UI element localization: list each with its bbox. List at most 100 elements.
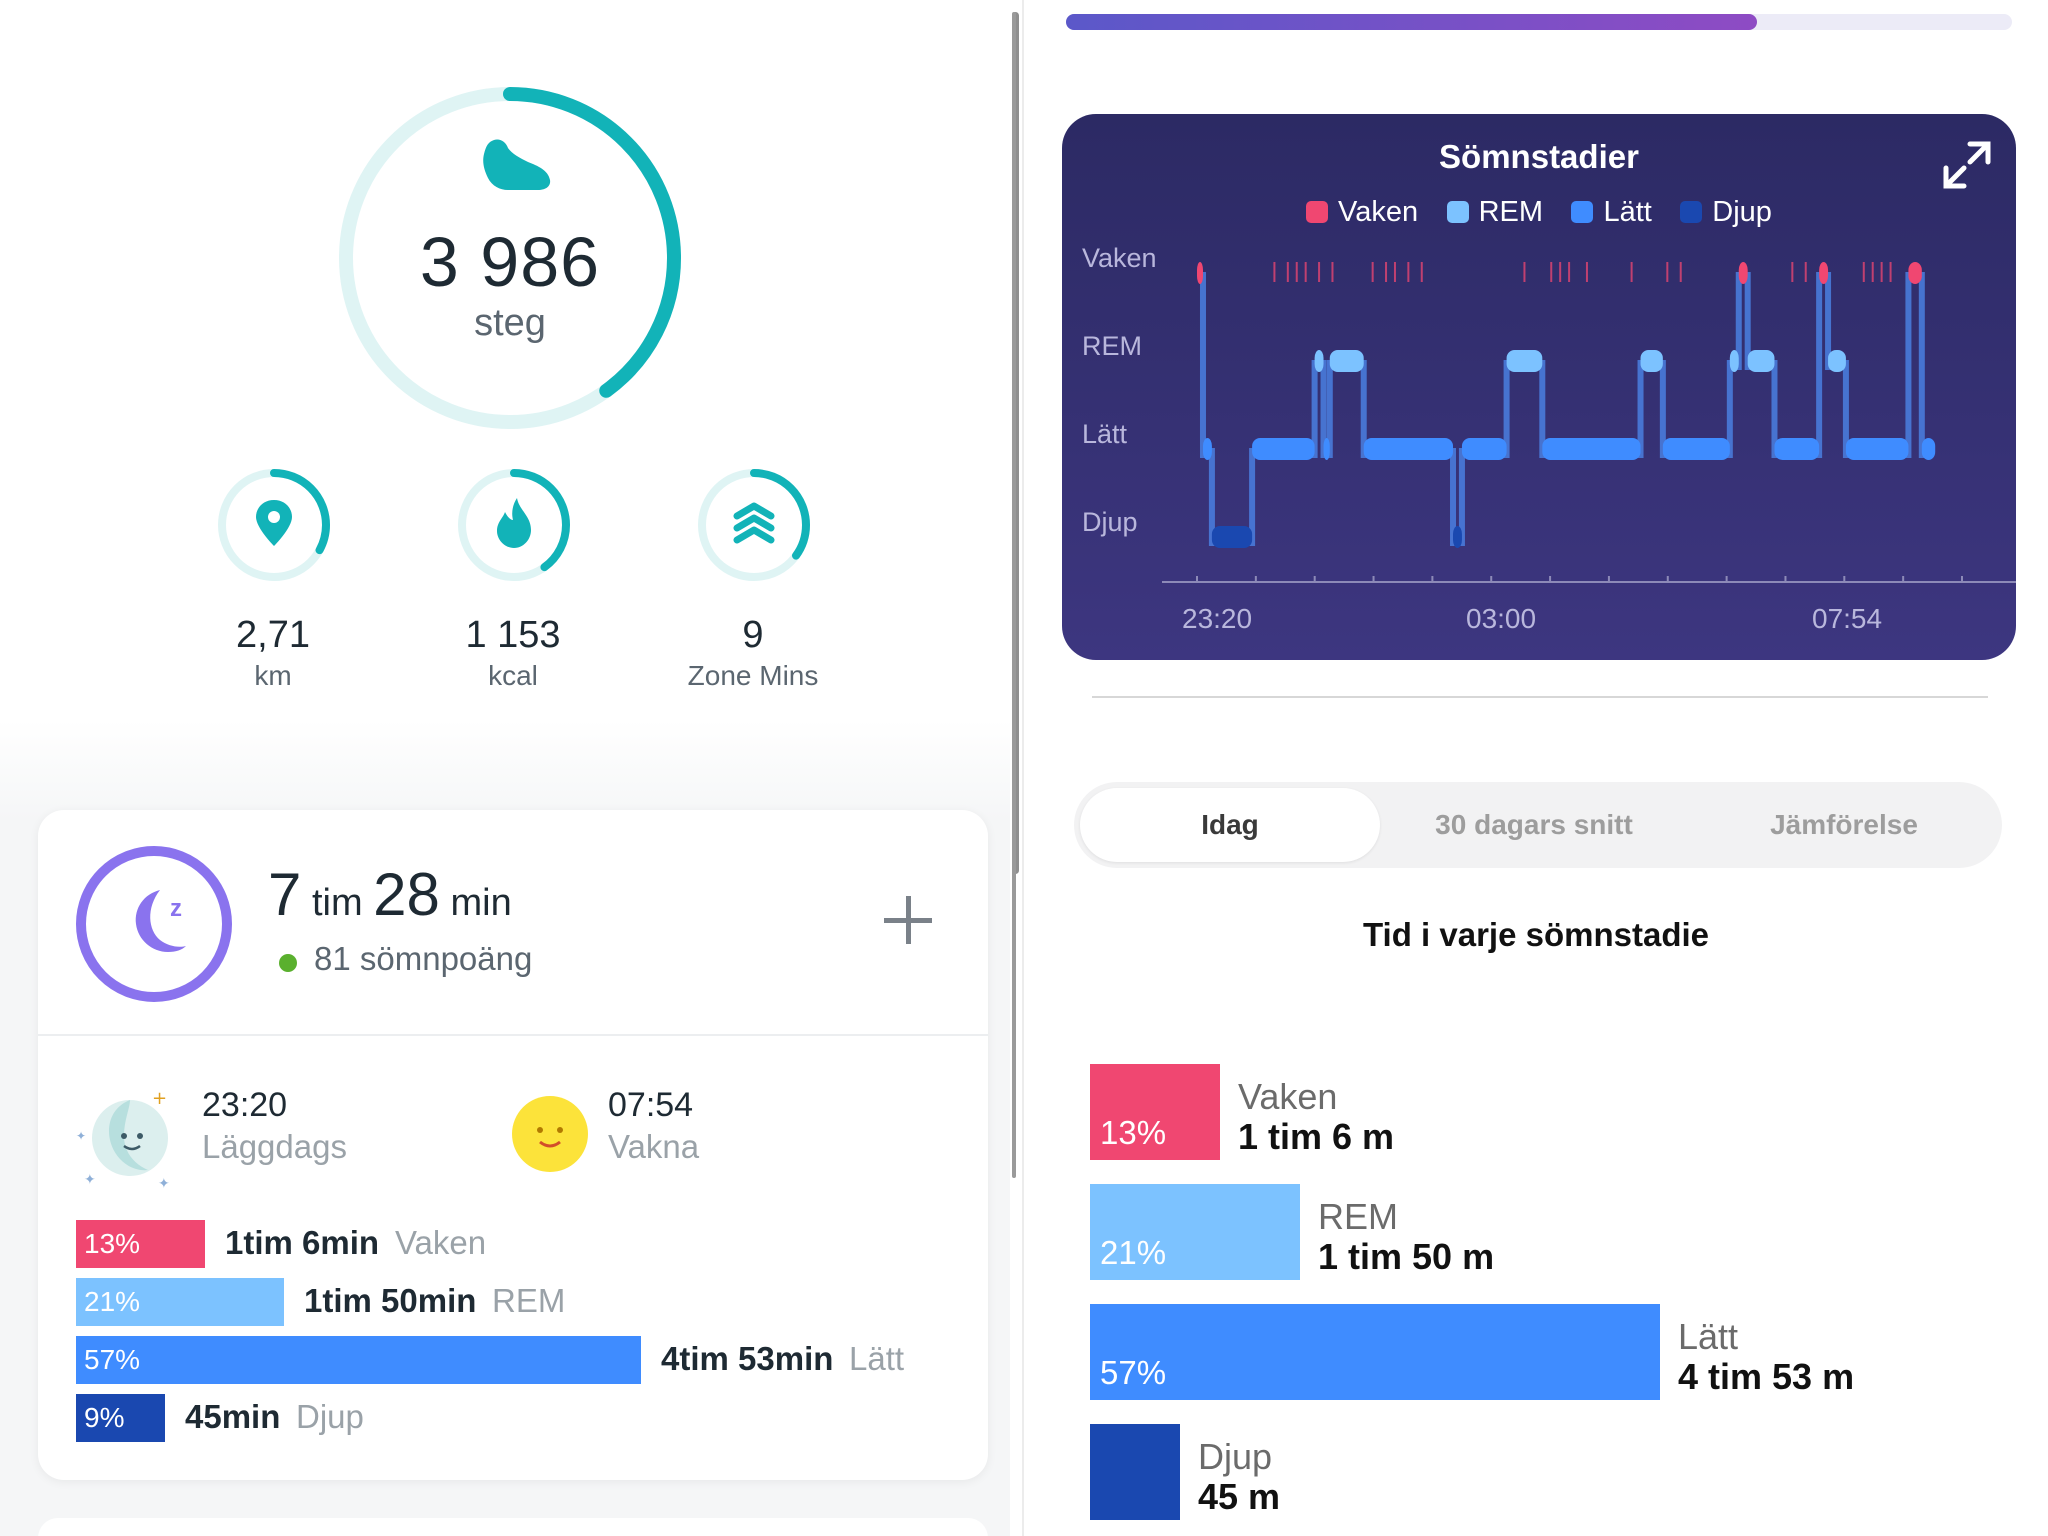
stage-transition bbox=[1249, 448, 1256, 546]
tab-idag[interactable]: Idag bbox=[1080, 788, 1380, 862]
brief-wake-mark bbox=[1791, 262, 1794, 282]
y-axis-label: Vaken bbox=[1082, 243, 1157, 273]
zone-chevrons-icon bbox=[733, 502, 775, 544]
stage-segment-vaken bbox=[1908, 262, 1922, 284]
stage-bar-rem: 21% bbox=[76, 1278, 284, 1326]
stage-segment-rem bbox=[1828, 350, 1846, 372]
distance-value: 2,71 bbox=[236, 614, 310, 656]
brief-wake-mark bbox=[1630, 262, 1633, 282]
zone-unit: Zone Mins bbox=[687, 660, 819, 691]
bedtime-label: Läggdags bbox=[202, 1128, 347, 1165]
stage-transition bbox=[1726, 360, 1733, 458]
panel-divider bbox=[1022, 0, 1024, 1536]
stage-detail-bar-vaken: 13% bbox=[1090, 1064, 1220, 1160]
stage-label-djup: Djup bbox=[296, 1398, 364, 1435]
stage-label-rem: REM bbox=[492, 1282, 566, 1319]
stage-segment-lätt bbox=[1845, 438, 1909, 460]
sun-face-icon bbox=[512, 1096, 588, 1172]
stage-transition bbox=[1918, 272, 1925, 458]
stage-detail-pct-vaken: 13% bbox=[1100, 1114, 1167, 1151]
sleep-score-dot bbox=[279, 954, 297, 972]
brief-wake-mark bbox=[1889, 262, 1892, 282]
top-progress-fill bbox=[1066, 14, 1757, 30]
tab-30-day-average[interactable]: 30 dagars snitt bbox=[1435, 809, 1633, 840]
sleep-stages-chart-card[interactable]: Vaken REM Lätt Djup 23:20 03:00 07:54 Sömnstad… bbox=[1062, 114, 2016, 660]
svg-text:✦: ✦ bbox=[76, 1129, 86, 1143]
legend-label-latt: Lätt bbox=[1603, 196, 1652, 228]
stage-detail-name-latt: Lätt bbox=[1678, 1316, 1739, 1357]
add-sleep-button[interactable] bbox=[880, 892, 936, 948]
sleep-detail-panel: Vaken REM Lätt Djup 23:20 03:00 07:54 Sömnstad… bbox=[1024, 0, 2048, 1536]
zone-value: 9 bbox=[742, 614, 764, 656]
steps-ring-graphic bbox=[339, 87, 681, 429]
sleep-score: 81 sömnpoäng bbox=[314, 940, 533, 977]
brief-wake-mark bbox=[1568, 262, 1571, 282]
y-axis-label: REM bbox=[1082, 331, 1142, 361]
location-pin-icon bbox=[256, 500, 292, 546]
stage-transition bbox=[1320, 360, 1327, 458]
x-axis-label: 07:54 bbox=[1812, 603, 1882, 634]
y-axis-label: Lätt bbox=[1082, 419, 1128, 449]
y-axis-label: Djup bbox=[1082, 507, 1138, 537]
chart-legend: Vaken REM Lätt Djup bbox=[1062, 196, 2016, 229]
stage-transition bbox=[1637, 360, 1644, 458]
stage-detail-time-latt: 4 tim 53 m bbox=[1678, 1356, 1855, 1397]
brief-wake-mark bbox=[1550, 262, 1553, 282]
stage-transition bbox=[1825, 272, 1832, 370]
tab-comparison[interactable]: Jämförelse bbox=[1770, 809, 1918, 840]
distance-ring bbox=[215, 466, 333, 584]
stage-transition bbox=[1458, 448, 1465, 546]
stage-segment-lätt bbox=[1921, 438, 1936, 460]
sleep-minutes: 28 bbox=[373, 861, 440, 928]
brief-wake-mark bbox=[1871, 262, 1874, 282]
brief-wake-mark bbox=[1273, 262, 1276, 282]
stage-transition bbox=[1771, 360, 1778, 458]
stage-duration-djup: 45min bbox=[185, 1398, 281, 1435]
brief-wake-mark bbox=[1393, 262, 1396, 282]
stage-segment-rem bbox=[1314, 350, 1324, 372]
brief-wake-mark bbox=[1295, 262, 1298, 282]
svg-text:✦: ✦ bbox=[158, 1176, 170, 1192]
stage-detail-time-rem: 1 tim 50 m bbox=[1318, 1236, 1495, 1277]
energy-ring bbox=[455, 466, 573, 584]
stage-segment-rem bbox=[1729, 350, 1739, 372]
stage-segment-djup bbox=[1211, 526, 1253, 548]
steps-ring[interactable]: 3 986 steg bbox=[330, 78, 690, 438]
legend-swatch-vaken bbox=[1306, 201, 1329, 223]
brief-wake-mark bbox=[1880, 262, 1883, 282]
sleep-duration: 7 tim 28 min bbox=[268, 860, 512, 929]
stage-detail-name-djup: Djup bbox=[1198, 1436, 1273, 1477]
stage-transition bbox=[1360, 360, 1367, 458]
stage-detail-bar-rem: 21% bbox=[1090, 1184, 1300, 1280]
brief-wake-mark bbox=[1407, 262, 1410, 282]
sleep-summary-card[interactable]: z 7 tim 28 min 81 sömnpoäng + ✦ ✦ ✦ bbox=[38, 810, 988, 1480]
right-scrollbar[interactable] bbox=[1012, 12, 1016, 1178]
brief-wake-mark bbox=[1559, 262, 1562, 282]
stage-segment-rem bbox=[1329, 350, 1364, 372]
sleep-hours: 7 bbox=[268, 861, 302, 928]
svg-text:✦: ✦ bbox=[84, 1172, 96, 1188]
stage-segment-djup bbox=[1453, 526, 1462, 548]
brief-wake-mark bbox=[1585, 262, 1588, 282]
stage-detail-bar-latt: 57% bbox=[1090, 1304, 1660, 1400]
stage-transition bbox=[1659, 360, 1666, 458]
distance-unit: km bbox=[254, 660, 292, 691]
stage-detail-time-vaken: 1 tim 6 m bbox=[1238, 1116, 1395, 1157]
stage-transition bbox=[1816, 272, 1823, 458]
time-in-stages-title: Tid i varje sömnstadie bbox=[1362, 916, 1710, 953]
top-progress-bar bbox=[1066, 14, 2012, 30]
expand-icon[interactable] bbox=[1940, 138, 1994, 192]
stage-detail-name-rem: REM bbox=[1318, 1196, 1398, 1237]
stage-transition bbox=[1311, 360, 1318, 458]
legend-label-djup: Djup bbox=[1712, 196, 1772, 228]
brief-wake-mark bbox=[1679, 262, 1682, 282]
sleep-hours-unit: tim bbox=[311, 882, 363, 924]
legend-item-latt: Lätt bbox=[1571, 196, 1652, 229]
legend-swatch-rem bbox=[1446, 201, 1469, 223]
sleep-stages-chart: Vaken REM Lätt Djup 23:20 03:00 07:54 bbox=[1082, 243, 2016, 634]
stage-segment-lätt bbox=[1461, 438, 1507, 460]
stage-detail-pct-rem: 21% bbox=[1100, 1234, 1167, 1271]
stage-transition bbox=[1842, 360, 1849, 458]
stage-detail-time-djup: 45 m bbox=[1198, 1476, 1281, 1517]
stage-duration-rem: 1tim 50min bbox=[304, 1282, 477, 1319]
